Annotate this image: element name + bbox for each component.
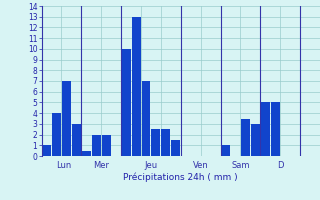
X-axis label: Précipitations 24h ( mm ): Précipitations 24h ( mm ): [124, 173, 238, 182]
Bar: [42, 145, 51, 156]
Bar: [72, 124, 81, 156]
Bar: [151, 129, 160, 156]
Bar: [62, 81, 71, 156]
Bar: [122, 49, 131, 156]
Bar: [52, 113, 61, 156]
Bar: [261, 102, 270, 156]
Bar: [271, 102, 280, 156]
Bar: [132, 17, 140, 156]
Bar: [141, 81, 150, 156]
Bar: [82, 151, 91, 156]
Bar: [102, 135, 111, 156]
Bar: [171, 140, 180, 156]
Bar: [241, 118, 250, 156]
Bar: [92, 135, 101, 156]
Bar: [161, 129, 170, 156]
Bar: [251, 124, 260, 156]
Bar: [221, 145, 230, 156]
